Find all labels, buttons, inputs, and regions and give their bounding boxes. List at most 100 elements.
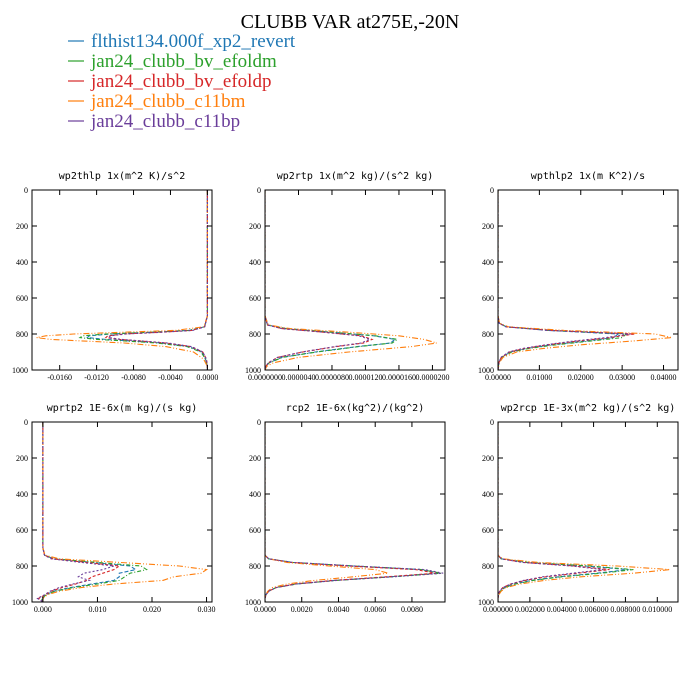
y-tick-label: 0 bbox=[257, 418, 261, 427]
x-tick-label: -0.0040 bbox=[158, 373, 183, 382]
series-line-4 bbox=[265, 422, 444, 602]
x-tick-label: 0.010 bbox=[88, 605, 106, 614]
series-line-0 bbox=[40, 422, 138, 602]
x-tick-label: 0.006000 bbox=[579, 605, 609, 614]
y-tick-label: 600 bbox=[16, 294, 28, 303]
series-line-3 bbox=[36, 190, 208, 370]
y-tick-label: 0 bbox=[24, 186, 28, 195]
series-line-4 bbox=[498, 422, 604, 602]
legend-label-0: flthist134.000f_xp2_revert bbox=[91, 31, 296, 52]
series-line-3 bbox=[265, 422, 389, 602]
x-tick-label: 0.00000 bbox=[485, 373, 511, 382]
y-tick-label: 600 bbox=[249, 526, 261, 535]
y-tick-label: 400 bbox=[482, 258, 494, 267]
y-tick-label: 0 bbox=[490, 186, 494, 195]
y-tick-label: 200 bbox=[249, 222, 261, 231]
x-tick-label: 0.0000 bbox=[254, 605, 276, 614]
plot-frame bbox=[264, 189, 446, 371]
x-tick-label: 0.0000120 bbox=[348, 373, 382, 382]
y-tick-label: 800 bbox=[482, 562, 494, 571]
panel-title: wp2rcp 1E-3x(m^2 kg)/(s^2 kg) bbox=[501, 403, 676, 414]
panel-title: wprtp2 1E-6x(m kg)/(s kg) bbox=[47, 403, 198, 414]
y-tick-label: 400 bbox=[249, 258, 261, 267]
x-tick-label: 0.01000 bbox=[526, 373, 552, 382]
x-tick-label: 0.02000 bbox=[568, 373, 594, 382]
x-tick-label: 0.0080 bbox=[401, 605, 423, 614]
series-line-4 bbox=[498, 190, 631, 370]
y-tick-label: 600 bbox=[16, 526, 28, 535]
x-tick-label: 0.030 bbox=[198, 605, 216, 614]
y-tick-label: 400 bbox=[249, 490, 261, 499]
x-tick-label: 0.000 bbox=[34, 605, 52, 614]
y-tick-label: 400 bbox=[16, 258, 28, 267]
x-tick-label: 0.0000160 bbox=[382, 373, 416, 382]
series-line-3 bbox=[42, 422, 209, 602]
legend-label-4: jan24_clubb_c11bp bbox=[90, 111, 240, 132]
panel-3: wprtp2 1E-6x(m kg)/(s kg) 0 200 400 600 800 10… bbox=[12, 403, 216, 614]
x-tick-label: 0.000000 bbox=[483, 605, 513, 614]
y-tick-label: 200 bbox=[16, 454, 28, 463]
y-tick-label: 800 bbox=[249, 330, 261, 339]
panel-5: wp2rcp 1E-3x(m^2 kg)/(s^2 kg) 0 200 400 600 8… bbox=[478, 403, 679, 614]
legend-label-3: jan24_clubb_c11bm bbox=[90, 91, 246, 112]
series-line-2 bbox=[498, 422, 610, 602]
y-tick-label: 1000 bbox=[245, 366, 261, 375]
y-tick-label: 200 bbox=[249, 454, 261, 463]
y-tick-label: 0 bbox=[257, 186, 261, 195]
panel-title: wpthlp2 1x(m K^2)/s bbox=[531, 171, 645, 182]
plot-frame bbox=[497, 189, 679, 371]
x-tick-label: 0.008000 bbox=[610, 605, 640, 614]
x-tick-label: 0.020 bbox=[143, 605, 161, 614]
series-line-2 bbox=[498, 190, 635, 370]
x-tick-label: -0.0160 bbox=[47, 373, 72, 382]
y-tick-label: 600 bbox=[482, 526, 494, 535]
series-line-3 bbox=[498, 190, 672, 370]
y-tick-label: 800 bbox=[16, 562, 28, 571]
series-line-3 bbox=[265, 190, 437, 370]
y-tick-label: 800 bbox=[482, 330, 494, 339]
x-tick-label: 0.0060 bbox=[364, 605, 386, 614]
x-tick-label: 0.0000 bbox=[196, 373, 218, 382]
series-line-1 bbox=[41, 422, 148, 602]
y-tick-label: 200 bbox=[482, 454, 494, 463]
y-tick-label: 200 bbox=[16, 222, 28, 231]
legend: flthist134.000f_xp2_revertjan24_clubb_bv… bbox=[68, 31, 296, 132]
x-tick-label: -0.0080 bbox=[121, 373, 146, 382]
panel-title: wp2thlp 1x(m^2 K)/s^2 bbox=[59, 171, 185, 182]
legend-label-1: jan24_clubb_bv_efoldm bbox=[90, 51, 277, 72]
series-line-1 bbox=[78, 190, 208, 370]
series-line-1 bbox=[498, 190, 628, 370]
x-tick-label: 0.002000 bbox=[515, 605, 545, 614]
y-tick-label: 1000 bbox=[12, 366, 28, 375]
x-tick-label: 0.010000 bbox=[642, 605, 672, 614]
panel-1: wp2rtp 1x(m^2 kg)/(s^2 kg) 0 200 400 600 800 1… bbox=[245, 171, 449, 382]
x-tick-label: 0.004000 bbox=[547, 605, 577, 614]
x-tick-label: 0.0000040 bbox=[281, 373, 315, 382]
legend-label-2: jan24_clubb_bv_efoldp bbox=[90, 71, 271, 92]
series-line-4 bbox=[107, 190, 208, 370]
y-tick-label: 1000 bbox=[478, 366, 494, 375]
plot-frame bbox=[497, 421, 679, 603]
x-tick-label: 0.0000200 bbox=[415, 373, 449, 382]
panel-title: rcp2 1E-6x(kg^2)/(kg^2) bbox=[286, 403, 424, 414]
x-tick-label: 0.04000 bbox=[651, 373, 677, 382]
series-line-2 bbox=[37, 422, 121, 602]
x-tick-label: 0.0040 bbox=[327, 605, 349, 614]
x-tick-label: -0.0120 bbox=[84, 373, 109, 382]
series-line-4 bbox=[265, 190, 372, 370]
series-line-2 bbox=[265, 422, 436, 602]
y-tick-label: 400 bbox=[16, 490, 28, 499]
y-tick-label: 800 bbox=[249, 562, 261, 571]
panels: wp2thlp 1x(m^2 K)/s^2 0 200 400 600 800 1000 -0… bbox=[12, 171, 679, 614]
y-tick-label: 200 bbox=[482, 222, 494, 231]
panel-4: rcp2 1E-6x(kg^2)/(kg^2) 0 200 400 600 800 1000… bbox=[245, 403, 446, 614]
y-tick-label: 0 bbox=[490, 418, 494, 427]
plot-frame bbox=[31, 421, 213, 603]
x-tick-label: 0.03000 bbox=[609, 373, 635, 382]
series-line-1 bbox=[265, 190, 399, 370]
plot-frame bbox=[264, 421, 446, 603]
series-line-2 bbox=[265, 190, 374, 370]
x-tick-label: 0.0000080 bbox=[315, 373, 349, 382]
y-tick-label: 1000 bbox=[12, 598, 28, 607]
figure-title: CLUBB VAR at275E,-20N bbox=[241, 11, 460, 33]
